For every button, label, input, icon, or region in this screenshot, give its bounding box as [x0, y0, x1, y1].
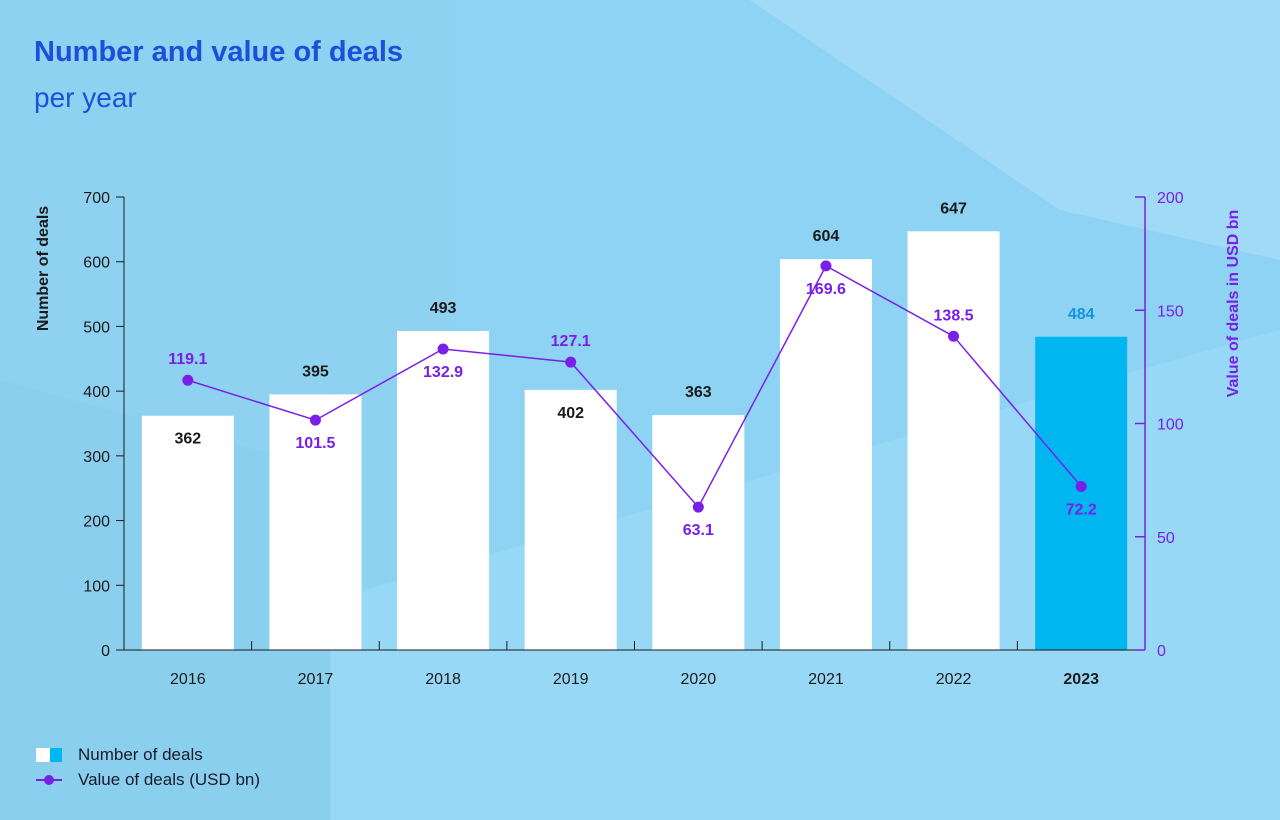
bar-2020	[652, 415, 745, 650]
value-label: 63.1	[683, 522, 714, 539]
x-tick-label: 2022	[936, 671, 972, 688]
value-point	[692, 501, 704, 513]
y-tick-label: 300	[83, 449, 110, 466]
bar-label: 402	[557, 405, 584, 422]
y2-tick-label: 150	[1157, 303, 1184, 320]
value-point	[820, 260, 832, 272]
value-point	[1075, 480, 1087, 492]
bar-2021	[779, 259, 872, 650]
y2-tick-label: 50	[1157, 530, 1175, 547]
y-tick-label: 0	[101, 643, 110, 660]
value-point	[948, 330, 960, 342]
x-tick-label: 2017	[298, 671, 334, 688]
chart-title: Number and value of deals	[34, 36, 404, 68]
legend: Number of deals Value of deals (USD bn)	[36, 742, 260, 792]
y2-tick-label: 200	[1157, 190, 1184, 207]
y2-axis-title: Value of deals in USD bn	[1225, 210, 1242, 398]
y-tick-label: 500	[83, 319, 110, 336]
x-tick-label: 2016	[170, 671, 206, 688]
bar-label: 362	[174, 431, 201, 448]
y2-tick-label: 0	[1157, 643, 1166, 660]
y2-tick-label: 100	[1157, 417, 1184, 434]
value-label: 119.1	[168, 351, 207, 368]
legend-label-bars: Number of deals	[78, 744, 203, 764]
y-tick-label: 400	[83, 384, 110, 401]
x-tick-label: 2023	[1063, 671, 1099, 688]
bar-2018	[397, 330, 490, 650]
value-point	[437, 343, 449, 355]
bar-2017	[269, 394, 362, 650]
chart-subtitle: per year	[34, 82, 137, 113]
x-tick-label: 2018	[425, 671, 461, 688]
value-label: 169.6	[806, 281, 846, 298]
bar-label: 604	[813, 228, 840, 245]
y-tick-label: 200	[83, 514, 110, 531]
value-line	[187, 264, 1082, 509]
bar-label: 484	[1068, 306, 1095, 323]
legend-label-line: Value of deals (USD bn)	[78, 769, 261, 789]
bar-2019	[524, 389, 617, 650]
legend-item-line: Value of deals (USD bn)	[36, 767, 260, 792]
x-tick-label: 2020	[681, 671, 717, 688]
value-label: 72.2	[1066, 501, 1097, 518]
y-tick-label: 100	[83, 578, 110, 595]
bar-label: 647	[940, 200, 967, 217]
bar-2022	[907, 231, 1000, 650]
value-point	[309, 414, 321, 426]
x-tick-label: 2019	[553, 671, 589, 688]
y-tick-label: 700	[83, 190, 110, 207]
bar-label: 363	[685, 384, 712, 401]
x-tick-label: 2021	[808, 671, 844, 688]
line-swatch-icon	[36, 773, 78, 787]
value-label: 127.1	[551, 333, 591, 350]
y-tick-label: 600	[83, 255, 110, 272]
value-label: 101.5	[295, 435, 335, 452]
value-label: 132.9	[423, 364, 463, 381]
bar-2023	[1035, 336, 1128, 650]
bar-label: 395	[302, 363, 329, 380]
bar-2016	[141, 415, 234, 650]
legend-item-bars: Number of deals	[36, 742, 260, 767]
bar-swatch-icon	[36, 747, 78, 762]
value-point	[565, 356, 577, 368]
bar-label: 493	[430, 300, 457, 317]
value-label: 138.5	[934, 307, 974, 324]
y-axis-title: Number of deals	[35, 206, 52, 331]
value-point	[182, 374, 194, 386]
